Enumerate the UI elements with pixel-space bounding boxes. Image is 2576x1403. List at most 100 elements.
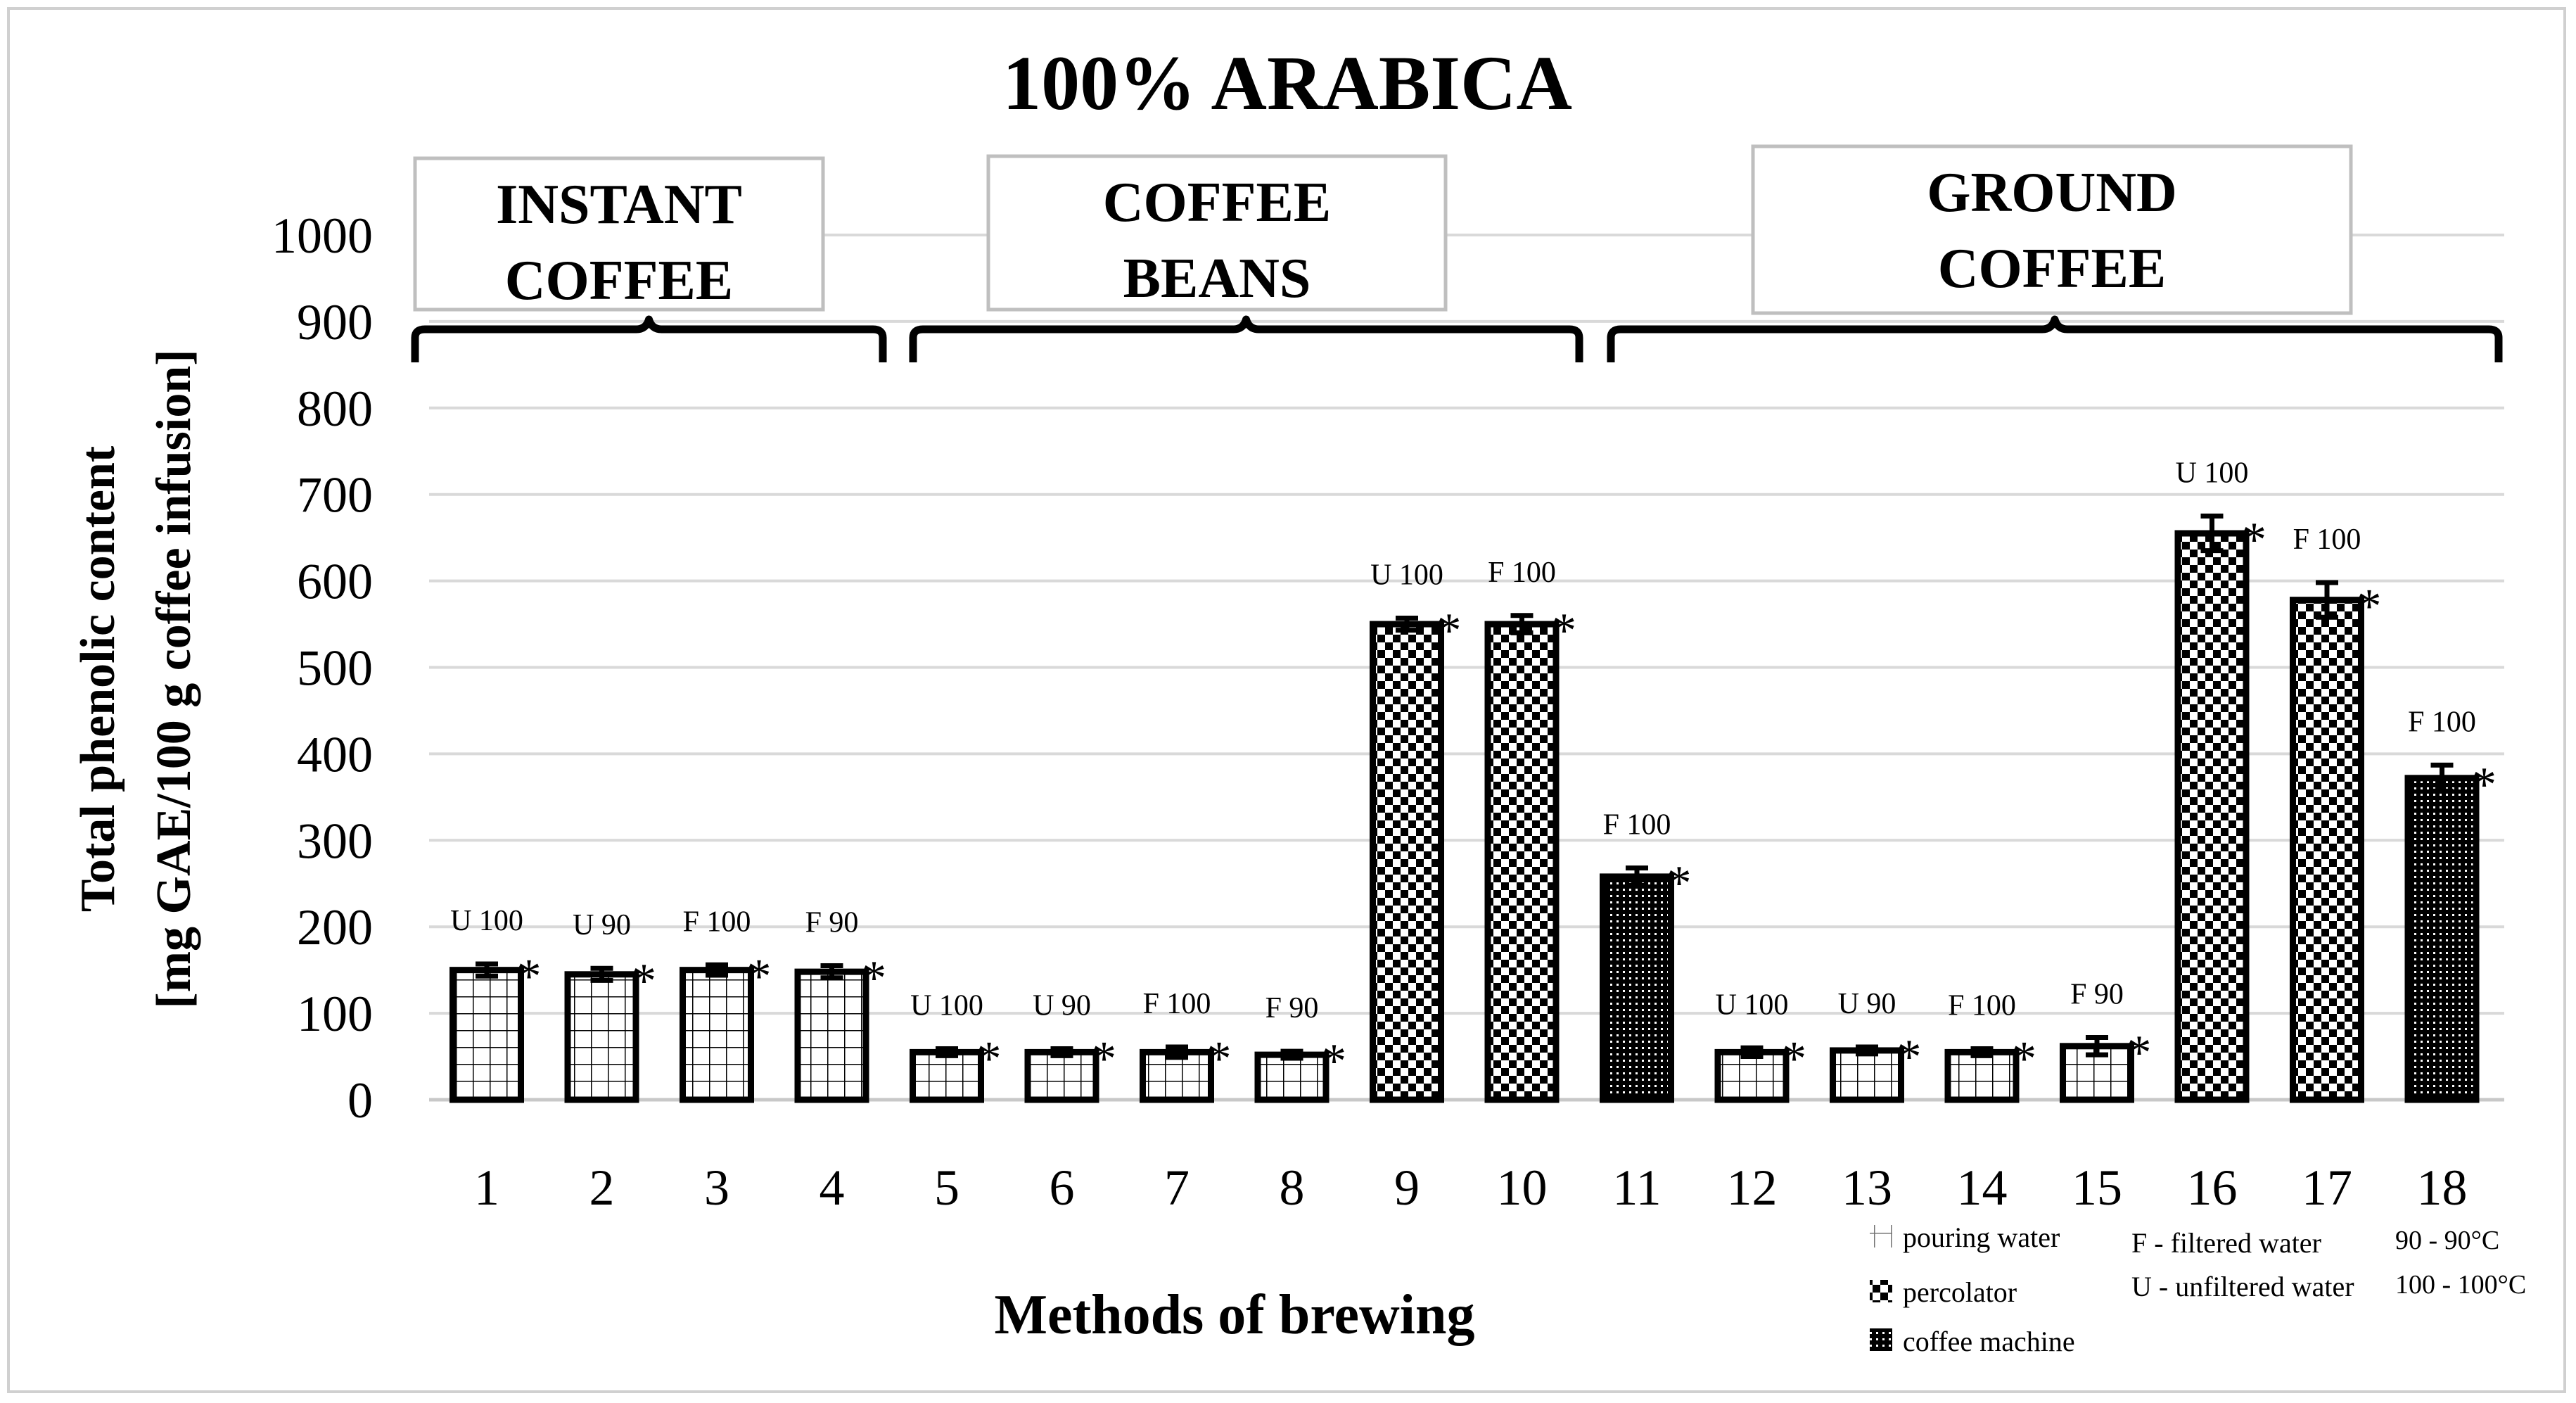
significance-asterisk: * [1552, 604, 1576, 658]
x-tick-label: 14 [1957, 1160, 2008, 1216]
x-tick-label: 9 [1394, 1160, 1420, 1216]
gridlines [429, 234, 2504, 1102]
legend-label-temp-100: 100 - 100°C [2395, 1270, 2526, 1300]
x-tick-label: 10 [1497, 1160, 1548, 1216]
bar-condition-label: F 100 [1948, 989, 2016, 1022]
bar [2174, 530, 2250, 1103]
significance-asterisk: * [517, 950, 542, 1004]
bar [910, 1048, 984, 1103]
group-label-line2: COFFEE [1938, 238, 2166, 300]
bar-group: * U 100 [910, 989, 1002, 1103]
significance-asterisk: * [2357, 580, 2382, 634]
group-label-box [986, 154, 1448, 312]
chart-frame [7, 7, 2566, 1393]
legend-label-unfiltered-water: U - unfiltered water [2131, 1271, 2354, 1302]
y-tick-label: 600 [297, 554, 373, 610]
bar-condition-label: F 100 [683, 906, 751, 938]
x-tick-label: 16 [2187, 1160, 2238, 1216]
bar-condition-label: U 100 [910, 989, 983, 1022]
x-tick-label: 18 [2417, 1160, 2468, 1216]
significance-asterisk: * [1782, 1031, 1806, 1086]
bar [1254, 1051, 1330, 1103]
bar-condition-label: F 100 [2293, 523, 2361, 556]
bar-condition-label: U 100 [2176, 457, 2249, 489]
y-axis-label-line1: Total phenolic content [71, 446, 125, 912]
significance-asterisk: * [1322, 1034, 1346, 1088]
bar [1484, 621, 1560, 1103]
significance-asterisk: * [2242, 513, 2266, 567]
bar-group: *F 90 [794, 907, 886, 1103]
y-tick-label: 1000 [272, 208, 373, 264]
bar-condition-label: F 100 [1603, 809, 1671, 842]
bar-group: *U 90 [1830, 988, 1922, 1103]
bar-group: * U 100 [2174, 457, 2266, 1103]
bar [1830, 1047, 1904, 1103]
x-tick-label: 1 [474, 1160, 499, 1216]
group-bracket [909, 315, 1583, 362]
bar-group: * F 100 [680, 906, 772, 1103]
group-label-box [413, 156, 825, 312]
legend-label-percolator: percolator [1903, 1276, 2017, 1308]
y-tick-label: 200 [297, 899, 373, 956]
group-annotation: COFFEE BEANS [909, 154, 1583, 362]
group-label-line2: BEANS [1123, 248, 1311, 310]
bar-condition-label: F 100 [1488, 557, 1556, 589]
group-label-line1: COFFEE [1103, 172, 1331, 234]
bar-condition-label: U 100 [1716, 989, 1789, 1021]
significance-asterisk: * [1092, 1031, 1116, 1086]
bar-condition-label: F 90 [1265, 992, 1319, 1024]
bar-condition-label: U 90 [1838, 988, 1896, 1020]
x-tick-label: 4 [820, 1160, 845, 1216]
bar-group: *F 90 [2060, 979, 2152, 1103]
group-annotation: INSTANT COFFEE [411, 156, 887, 362]
bar [1714, 1048, 1790, 1103]
bar-condition-label: U 100 [1370, 559, 1443, 591]
chart-title: 100% ARABICA [1002, 40, 1572, 126]
y-tick-label: 100 [297, 986, 373, 1042]
x-tick-label: 5 [934, 1160, 959, 1216]
significance-asterisk: * [1437, 604, 1462, 658]
y-tick-label: 800 [297, 381, 373, 437]
significance-asterisk: * [2472, 758, 2497, 812]
bar-group: *F 90 [1254, 992, 1346, 1103]
significance-asterisk: * [632, 954, 656, 1008]
significance-asterisk: * [1667, 856, 1692, 910]
significance-asterisk: * [2012, 1031, 2036, 1086]
y-axis-label-line2: [mg GAE/100 g coffee infusion] [147, 349, 201, 1008]
significance-asterisk: * [1207, 1031, 1232, 1086]
bar-group: *U 90 [1024, 989, 1116, 1103]
legend-label-pouring-water: pouring water [1903, 1221, 2060, 1253]
x-tick-label: 7 [1164, 1160, 1190, 1216]
bar [1024, 1048, 1099, 1103]
bar [2404, 775, 2480, 1103]
bar-group: * U 100 [1370, 559, 1462, 1103]
x-tick-label: 17 [2302, 1160, 2352, 1216]
bar-group: * U 100 [1714, 989, 1806, 1103]
bar-condition-label: F 100 [1143, 988, 1211, 1020]
legend-label-filtered-water: F - filtered water [2131, 1227, 2321, 1259]
group-bracket [1607, 315, 2503, 362]
y-tick-label: 400 [297, 726, 373, 782]
bar-group: * F 100 [1140, 988, 1232, 1103]
legend-swatch-percolator [1870, 1280, 1892, 1302]
x-axis-label: Methods of brewing [995, 1284, 1475, 1346]
bar [449, 967, 524, 1103]
group-label-line1: GROUND [1927, 162, 2177, 224]
bar-condition-label: F 90 [805, 907, 859, 939]
x-tick-label: 2 [589, 1160, 615, 1216]
legend: pouring water percolator coffee machine … [1870, 1221, 2526, 1357]
bar [1370, 621, 1444, 1103]
bar [564, 971, 639, 1103]
legend-swatch-coffee-machine [1870, 1328, 1892, 1351]
significance-asterisk: * [1897, 1030, 1922, 1084]
bars: *U 100*U 90*F 100*F 90*U 100*U 90*F 100*… [449, 457, 2497, 1103]
bar-group: * F 100 [2290, 523, 2382, 1103]
group-annotations: INSTANT COFFEE COFFEE BEANS GROUND COFFEE [411, 144, 2503, 362]
x-tick-label: 11 [1612, 1160, 1661, 1216]
x-tick-label: 3 [704, 1160, 729, 1216]
bar-group: * F 100 [1484, 557, 1576, 1103]
bar-condition-label: U 100 [450, 905, 523, 937]
significance-asterisk: * [977, 1031, 1002, 1086]
x-tick-label: 15 [2072, 1160, 2122, 1216]
